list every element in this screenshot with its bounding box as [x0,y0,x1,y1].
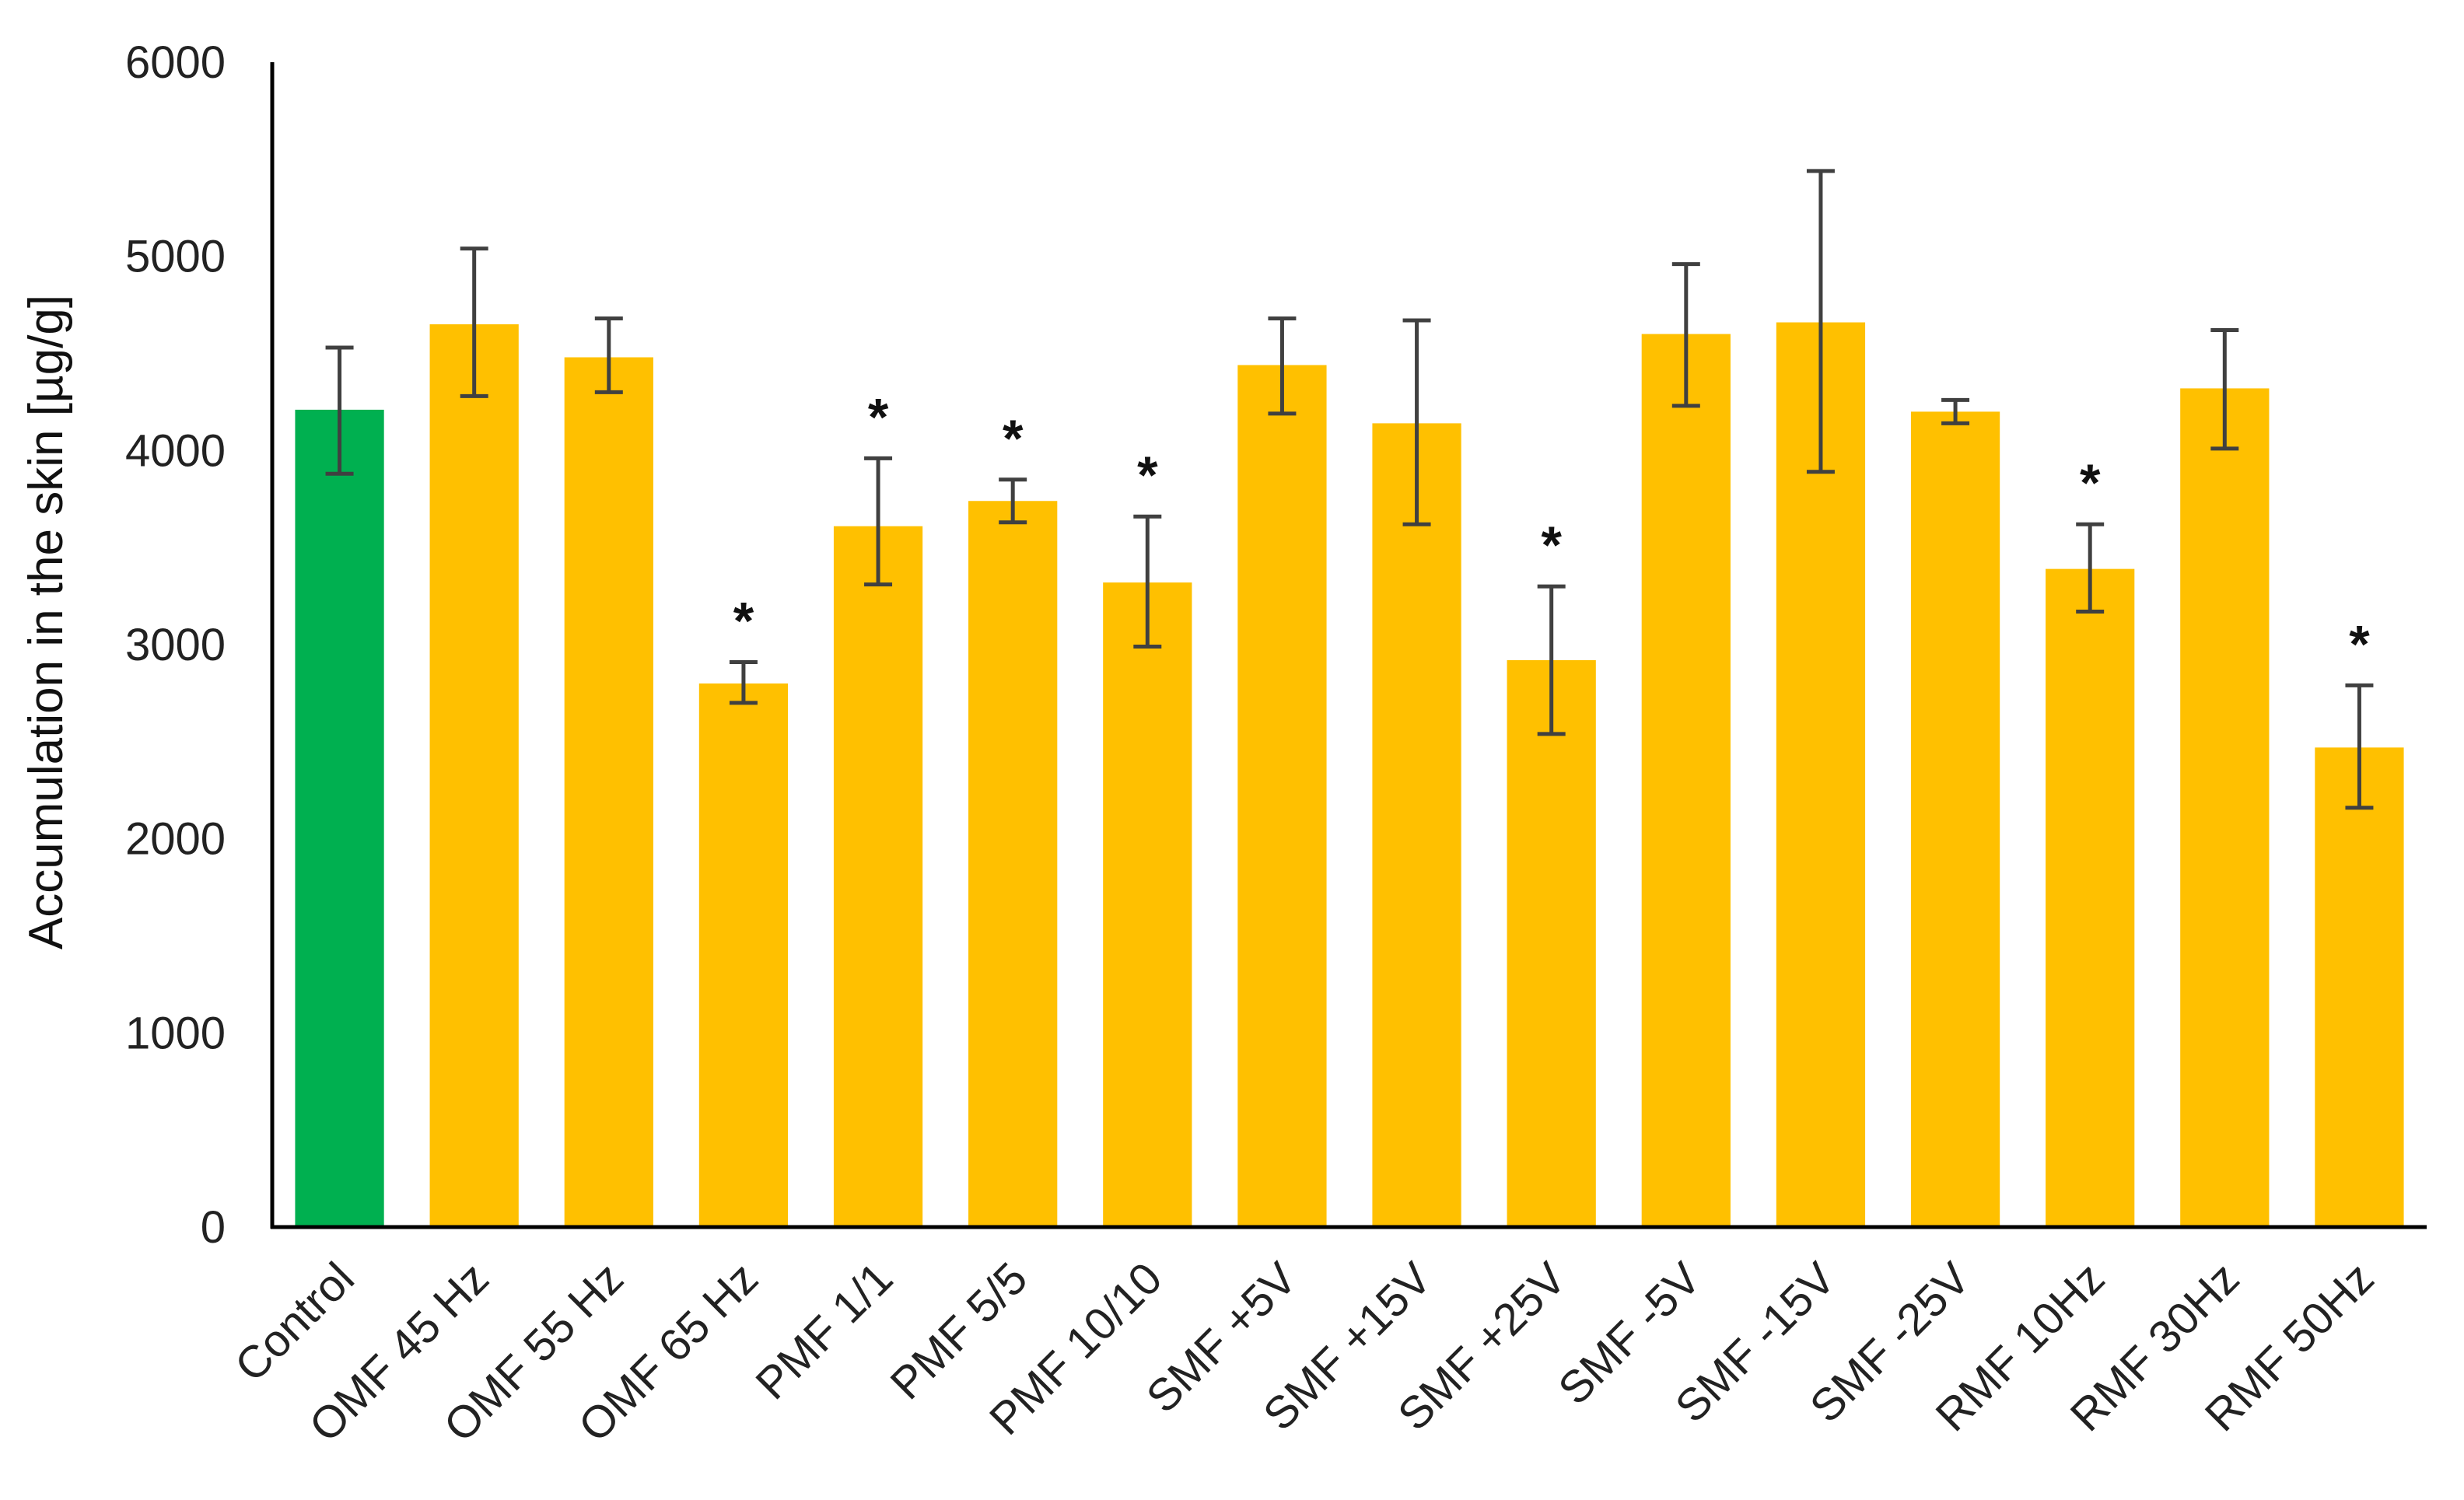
bar [564,357,653,1227]
bar [295,409,384,1227]
significance-marker: * [868,387,889,446]
bar [1237,365,1327,1228]
y-tick-label: 6000 [125,37,226,88]
significance-marker: * [1003,409,1024,468]
significance-marker: * [733,591,754,650]
bar [1372,423,1461,1227]
significance-markers: * * * * * * * [733,387,2371,673]
y-tick-label: 3000 [125,620,226,670]
category-label: PMF 1/1 [746,1253,902,1409]
bar [1103,582,1192,1227]
significance-marker: * [1541,516,1562,575]
y-tick-label: 1000 [125,1008,226,1058]
bar [2315,747,2404,1227]
bar [1910,411,2000,1227]
bar [833,526,923,1227]
bar [1641,334,1731,1227]
bar [2046,568,2135,1227]
significance-marker: * [2349,614,2370,673]
y-tick-label: 2000 [125,814,226,865]
y-axis-title-group: Accumulation in the skin [µg/g] [19,295,73,949]
significance-marker: * [1137,446,1158,505]
significance-marker: * [2080,453,2101,512]
bar [429,324,519,1227]
y-axis-title: Accumulation in the skin [µg/g] [19,295,73,949]
category-label: Control [226,1253,364,1391]
y-tick-label: 5000 [125,232,226,282]
y-tick-label: 4000 [125,425,226,476]
bars [295,322,2404,1228]
error-bars [325,169,2374,810]
bar [698,683,789,1227]
bar [968,501,1058,1227]
bar [2180,388,2270,1228]
bar [1507,659,1596,1227]
y-tick-labels: 0 1000 2000 3000 4000 5000 6000 [125,37,226,1253]
y-tick-label: 0 [201,1202,226,1253]
